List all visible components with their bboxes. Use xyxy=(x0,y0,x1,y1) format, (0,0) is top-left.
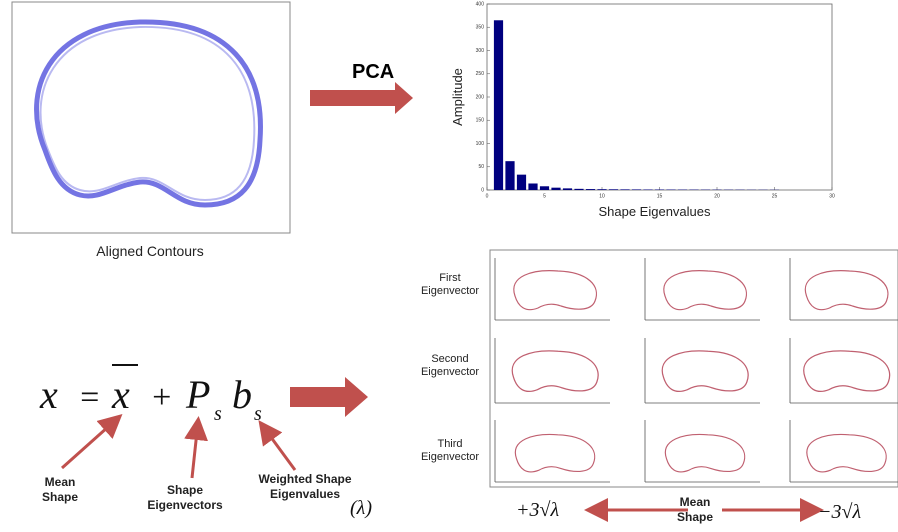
eigenvalue-chart: 0 50 100 150 200 250 300 350 400 0 5 10 15 20 25 30 Ampl… xyxy=(450,1,835,219)
plus-3-sigma: +3√λ xyxy=(516,499,559,521)
bar xyxy=(528,183,538,190)
bar xyxy=(493,20,504,191)
y-tick-label: 250 xyxy=(476,71,485,77)
mode-grid xyxy=(494,258,898,483)
bar xyxy=(574,188,584,190)
mean-shape-note: Mean Shape xyxy=(41,475,78,504)
annotation-arrows xyxy=(61,414,824,522)
x-tick-label: 25 xyxy=(772,193,778,199)
bar xyxy=(516,174,527,190)
minus-3-sigma: −3√λ xyxy=(818,501,861,523)
plot-frame xyxy=(486,3,833,191)
bar xyxy=(608,189,619,190)
y-tick-label: 400 xyxy=(476,1,485,7)
modes-frame xyxy=(489,249,898,488)
x-axis-label: Shape Eigenvalues xyxy=(598,204,711,219)
y-tick-label: 200 xyxy=(476,94,485,100)
row-label: Third Eigenvector xyxy=(420,438,480,463)
eq-x: x xyxy=(39,372,58,417)
contours xyxy=(34,19,263,208)
x-tick-label: 30 xyxy=(829,193,835,199)
y-tick-label: 350 xyxy=(476,25,485,31)
y-tick-label: 50 xyxy=(478,164,484,170)
contour-caption: Aligned Contours xyxy=(96,243,204,259)
bar xyxy=(551,187,561,190)
x-tick-label: 15 xyxy=(657,193,663,199)
y-axis-label: Amplitude xyxy=(450,68,465,126)
y-tick-label: 100 xyxy=(476,141,485,147)
y-tick-label: 150 xyxy=(476,118,485,124)
eq-p: P xyxy=(185,372,210,417)
bar xyxy=(620,189,630,190)
eq-equals: = xyxy=(78,379,101,416)
bar xyxy=(562,188,573,190)
weighted-note: Weighted Shape Eigenvalues xyxy=(258,472,352,501)
bar xyxy=(597,189,607,190)
x-tick-label: 5 xyxy=(543,193,546,199)
eq-b: b xyxy=(232,372,252,417)
eq-p-sub: s xyxy=(214,403,222,425)
eq-mean: x xyxy=(111,372,130,417)
row-label: Second Eigenvector xyxy=(420,353,480,378)
pca-label: PCA xyxy=(352,61,394,83)
y-tick-label: 300 xyxy=(476,48,485,54)
pca-arrow xyxy=(310,82,413,114)
bar xyxy=(505,161,515,190)
bar xyxy=(539,186,550,190)
contour-frame xyxy=(11,1,291,234)
row-label: First Eigenvector xyxy=(420,272,480,297)
result-arrow xyxy=(290,377,368,417)
bar xyxy=(631,189,642,190)
lambda: (λ) xyxy=(350,497,372,519)
eq-b-sub: s xyxy=(254,403,262,425)
eigenvectors-note: Shape Eigenvectors xyxy=(147,483,223,512)
y-tick-label: 0 xyxy=(481,187,484,193)
x-tick-label: 10 xyxy=(599,193,605,199)
x-tick-label: 0 xyxy=(486,193,489,199)
x-tick-label: 20 xyxy=(714,193,720,199)
eq-plus: + xyxy=(150,379,173,416)
bar xyxy=(585,189,596,190)
center-label: Mean Shape xyxy=(676,495,713,524)
